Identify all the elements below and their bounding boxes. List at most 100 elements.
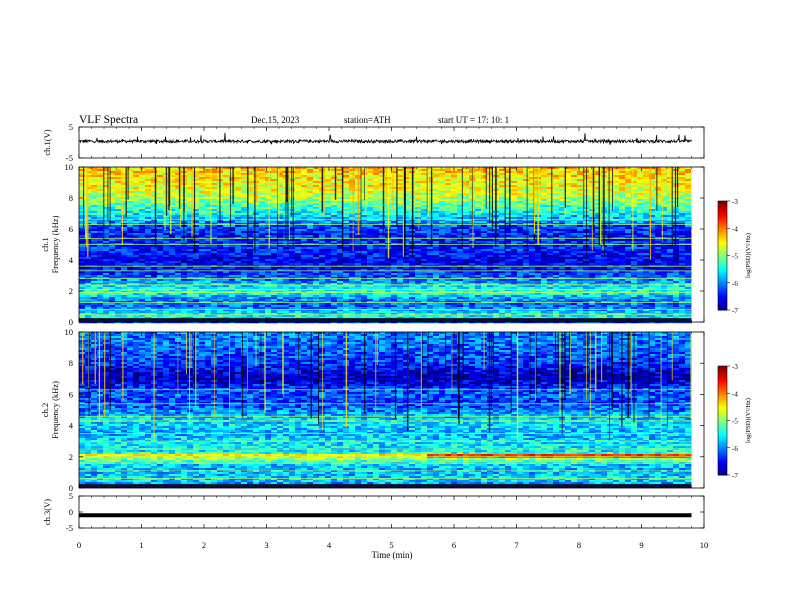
psd-cell: [133, 191, 140, 194]
psd-cell: [361, 185, 368, 188]
psd-cell: [637, 173, 644, 176]
psd-cell: [445, 235, 452, 238]
psd-cell: [379, 195, 386, 198]
psd-cell: [451, 253, 458, 256]
psd-cell: [295, 249, 302, 252]
psd-cell: [451, 249, 458, 252]
psd-cell: [319, 229, 326, 232]
psd-cell: [619, 187, 626, 190]
psd-cell: [175, 203, 182, 206]
psd-cell: [481, 239, 488, 242]
psd-cell: [631, 197, 638, 200]
psd-cell: [169, 197, 176, 200]
psd-cell: [679, 183, 686, 186]
psd-cell: [343, 167, 350, 170]
psd-cell: [589, 259, 596, 262]
psd-cell: [307, 235, 314, 238]
psd-cell: [445, 183, 452, 186]
psd-cell: [637, 257, 644, 260]
psd-cell: [253, 205, 260, 208]
psd-cell: [415, 221, 422, 224]
psd-cell: [307, 245, 314, 248]
psd-cell: [289, 187, 296, 190]
psd-cell: [271, 203, 278, 206]
psd-cell: [151, 257, 158, 260]
psd-cell: [475, 217, 482, 220]
psd-cell: [331, 187, 338, 190]
psd-cell: [565, 179, 572, 182]
psd-cell: [199, 231, 206, 234]
psd-cell: [103, 261, 110, 264]
psd-cell: [193, 167, 200, 170]
psd-cell: [331, 249, 338, 252]
psd-cell: [457, 239, 464, 242]
psd-cell: [613, 233, 620, 236]
psd-cell: [163, 235, 170, 238]
psd-cell: [193, 235, 200, 238]
psd-cell: [145, 183, 152, 186]
psd-cell: [235, 197, 242, 200]
psd-cell: [607, 217, 614, 220]
psd-cell: [667, 219, 674, 222]
psd-cell: [565, 221, 572, 224]
psd-cell: [97, 189, 104, 192]
psd-cell: [313, 193, 320, 196]
psd-cell: [289, 181, 296, 184]
psd-cell: [463, 203, 470, 206]
psd-cell: [235, 225, 242, 228]
psd-cell: [367, 209, 374, 212]
psd-cell: [229, 235, 236, 238]
psd-cell: [379, 185, 386, 188]
psd-cell: [541, 211, 548, 214]
psd-cell: [235, 193, 242, 196]
psd-cell: [169, 181, 176, 184]
psd-cell: [463, 167, 470, 170]
psd-cell: [595, 251, 602, 254]
psd-cell: [157, 177, 164, 180]
psd-cell: [259, 177, 266, 180]
psd-cell: [115, 215, 122, 218]
psd-cell: [619, 241, 626, 244]
psd-cell: [457, 191, 464, 194]
psd-cell: [511, 231, 518, 234]
psd-cell: [523, 203, 530, 206]
psd-cell: [319, 241, 326, 244]
psd-cell: [295, 245, 302, 248]
psd-cell: [691, 247, 692, 250]
psd-cell: [439, 175, 446, 178]
psd-cell: [349, 207, 356, 210]
psd-cell: [421, 167, 428, 170]
psd-cell: [253, 211, 260, 214]
psd-cell: [595, 229, 602, 232]
psd-cell: [205, 193, 212, 196]
psd-cell: [463, 221, 470, 224]
psd-cell: [499, 257, 506, 260]
psd-cell: [529, 241, 536, 244]
psd-cell: [97, 201, 104, 204]
psd-cell: [679, 189, 686, 192]
psd-cell: [643, 231, 650, 234]
psd-cell: [565, 201, 572, 204]
psd-cell: [187, 241, 194, 244]
psd-cell: [91, 201, 98, 204]
psd-cell: [187, 193, 194, 196]
psd-cell: [397, 259, 404, 262]
psd-cell: [433, 207, 440, 210]
psd-cell: [217, 251, 224, 254]
psd-cell: [373, 169, 380, 172]
psd-cell: [625, 227, 632, 230]
psd-cell: [325, 249, 332, 252]
psd-cell: [403, 211, 410, 214]
psd-cell: [577, 241, 584, 244]
psd-cell: [649, 167, 656, 170]
psd-cell: [505, 169, 512, 172]
psd-cell: [103, 211, 110, 214]
psd-cell: [175, 221, 182, 224]
psd-cell: [313, 171, 320, 174]
psd-cell: [157, 261, 164, 264]
psd-cell: [139, 201, 146, 204]
psd-cell: [187, 201, 194, 204]
psd-cell: [121, 249, 128, 252]
psd-cell: [415, 191, 422, 194]
psd-cell: [259, 205, 266, 208]
